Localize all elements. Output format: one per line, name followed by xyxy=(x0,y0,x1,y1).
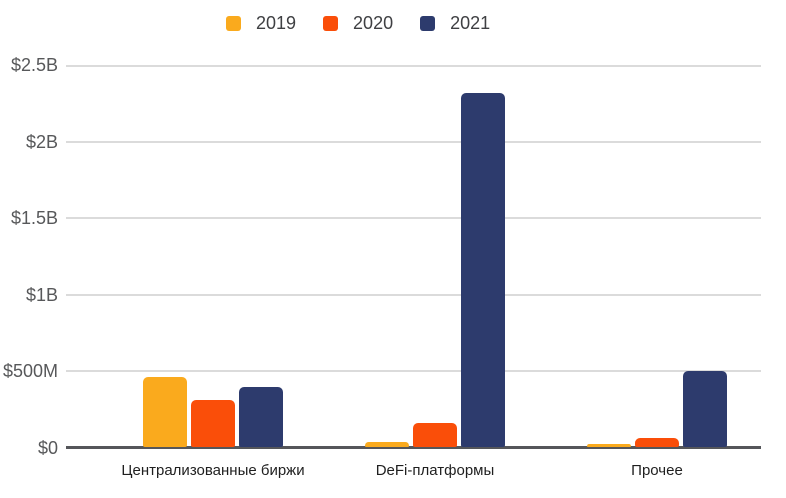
legend-swatch-icon xyxy=(420,15,436,31)
bar-2020-category-3 xyxy=(635,438,679,447)
y-tick-label: $1.5B xyxy=(10,208,58,228)
bar-groups xyxy=(102,65,768,447)
legend: 2019 2020 2021 xyxy=(226,11,490,35)
bar-2019-category-1 xyxy=(143,377,187,447)
bar-group-1 xyxy=(102,65,324,447)
legend-item-2019: 2019 xyxy=(226,11,296,35)
y-tick-label: $2B xyxy=(25,132,58,152)
bar-2020-category-1 xyxy=(191,400,235,447)
gridline-$1.5B xyxy=(66,217,761,219)
x-category-label: Прочее xyxy=(631,462,683,479)
bar-group-2 xyxy=(324,65,546,447)
bar-2019-category-3 xyxy=(587,444,631,447)
x-axis-line xyxy=(66,446,761,449)
gridline-$500M xyxy=(66,370,761,372)
y-tick-label: $0 xyxy=(37,438,58,458)
x-category-label: DeFi-платформы xyxy=(375,462,495,479)
bar-2019-category-2 xyxy=(365,442,409,447)
legend-swatch-icon xyxy=(226,15,241,31)
gridline-$2.5B xyxy=(66,65,761,67)
plot-area xyxy=(66,65,761,449)
x-axis-category-labels: Централизованные биржи DeFi-платформы Проч… xyxy=(102,461,768,480)
legend-label: 2019 xyxy=(256,13,297,33)
bar-2020-category-2 xyxy=(413,423,457,447)
gridline-$2B xyxy=(66,141,761,143)
y-tick-label: $2.5B xyxy=(10,55,58,75)
legend-swatch-icon xyxy=(323,15,339,31)
legend-label: 2021 xyxy=(450,13,491,33)
gridline-$1B xyxy=(66,294,761,296)
y-tick-label: $500M xyxy=(2,361,58,381)
legend-label: 2020 xyxy=(353,13,394,33)
bar-2021-category-1 xyxy=(239,387,283,447)
bar-2021-category-3 xyxy=(683,371,727,447)
x-category-label: Централизованные биржи xyxy=(121,462,305,479)
y-tick-label: $1B xyxy=(25,285,58,305)
legend-item-2021: 2021 xyxy=(420,11,490,35)
legend-item-2020: 2020 xyxy=(323,11,393,35)
bar-group-3 xyxy=(546,65,768,447)
bar-2021-category-2 xyxy=(461,93,505,447)
